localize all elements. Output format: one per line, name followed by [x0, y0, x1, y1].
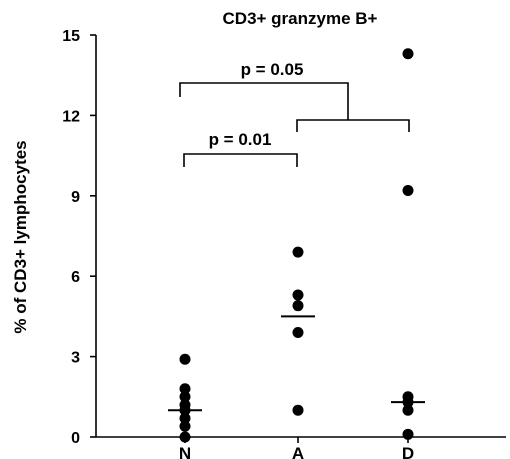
- p-value-label: p = 0.01: [209, 130, 272, 149]
- y-tick-label: 9: [71, 189, 80, 206]
- data-point: [179, 353, 191, 365]
- y-tick-label: 12: [62, 108, 80, 125]
- y-tick-label: 3: [71, 350, 80, 367]
- data-point: [292, 289, 304, 301]
- y-tick-label: 15: [62, 28, 80, 45]
- data-point: [292, 326, 304, 338]
- data-point: [402, 404, 414, 416]
- bracket-a-vs-d: [296, 119, 410, 132]
- data-points: [179, 48, 414, 443]
- data-point: [402, 48, 414, 60]
- y-tick-label: 6: [71, 269, 80, 286]
- bracket-n-vs-a: [183, 153, 298, 167]
- data-point: [179, 383, 191, 395]
- data-point: [179, 420, 191, 432]
- data-point: [292, 404, 304, 416]
- data-point: [292, 246, 304, 258]
- data-point: [179, 391, 191, 403]
- x-tick-label: N: [179, 444, 191, 459]
- y-tick-label: 0: [71, 430, 80, 447]
- data-point: [292, 300, 304, 312]
- data-point: [402, 184, 414, 196]
- significance-brackets: p = 0.01 p = 0.05: [179, 60, 410, 167]
- y-axis-ticks: 0 3 6 9 12 15: [62, 28, 96, 447]
- data-point: [402, 428, 414, 440]
- x-tick-label: D: [402, 444, 414, 459]
- bracket-n-vs-ad: [179, 82, 349, 120]
- data-point: [179, 412, 191, 424]
- data-point: [179, 431, 191, 443]
- y-axis-label: % of CD3+ lymphocytes: [11, 140, 30, 333]
- median-lines: [168, 315, 425, 412]
- p-value-label: p = 0.05: [241, 60, 304, 79]
- x-tick-label: A: [292, 444, 304, 459]
- chart-title: CD3+ granzyme B+: [223, 9, 378, 28]
